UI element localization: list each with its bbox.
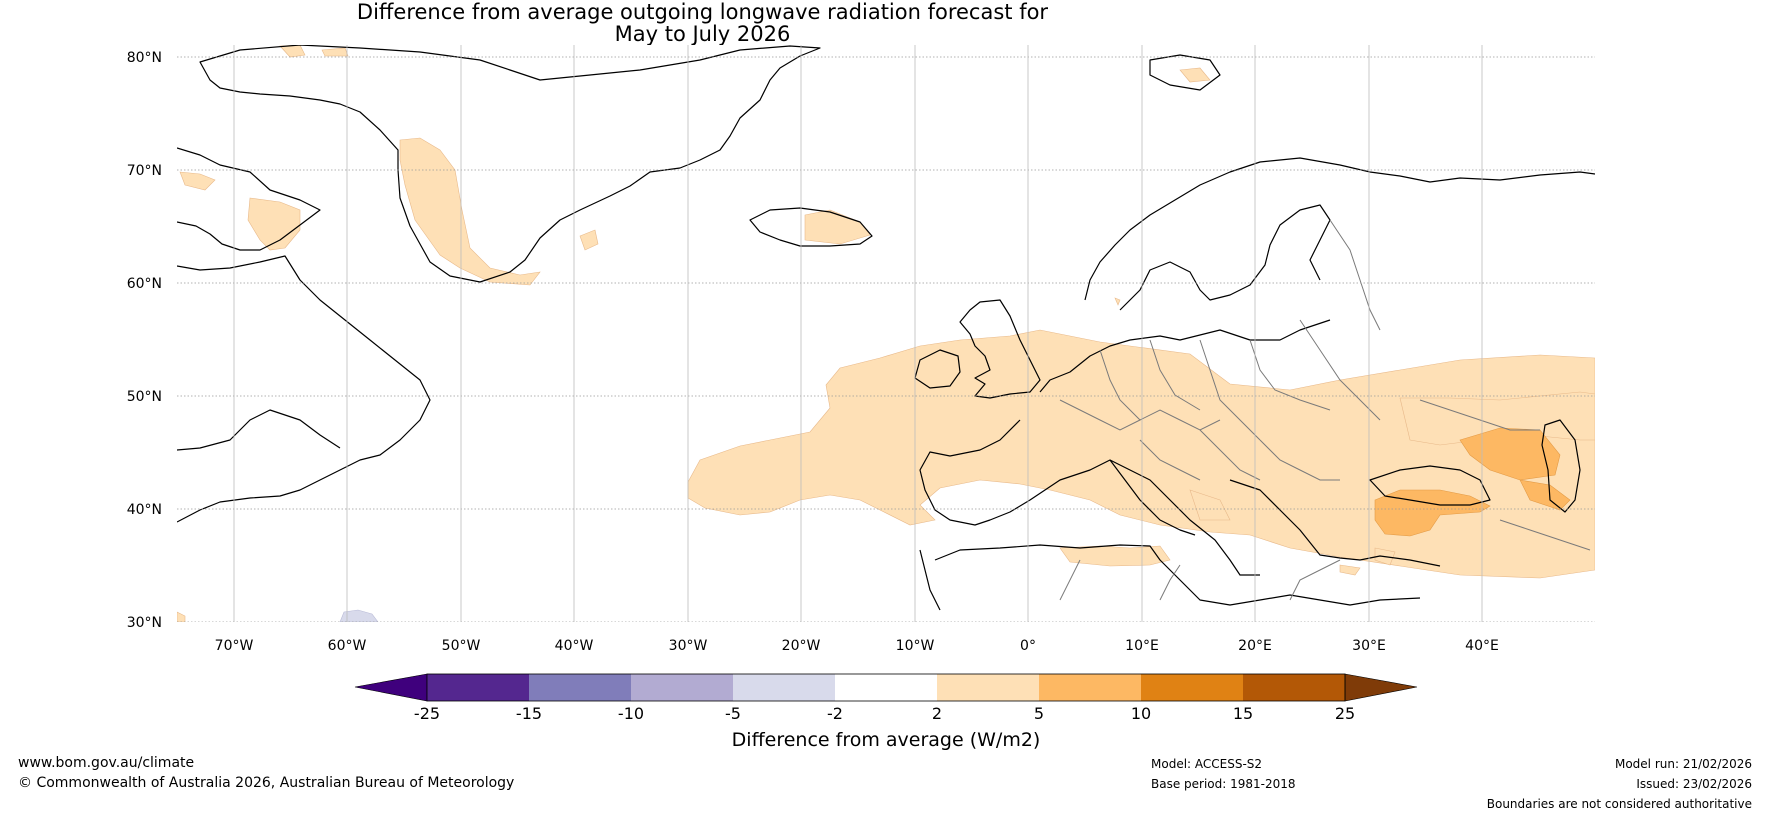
colorbar-swatch — [1039, 674, 1141, 701]
colorbar-labels: -25 -15 -10 -5 -2 2 5 10 15 25 — [414, 704, 1355, 723]
colorbar-swatch — [937, 674, 1039, 701]
lat-label-30n: 30°N — [127, 615, 162, 631]
colorbar-swatch — [427, 674, 529, 701]
lat-label-60n: 60°N — [127, 276, 162, 292]
colorbar-label: 2 — [932, 704, 942, 723]
country-borders — [1059, 219, 1591, 601]
lon-label-20w: 20°W — [782, 638, 821, 654]
colorbar-label: 10 — [1131, 704, 1151, 723]
lon-label-50w: 50°W — [442, 638, 481, 654]
lon-label-20e: 20°E — [1238, 638, 1272, 654]
website-link[interactable]: www.bom.gov.au/climate — [18, 755, 195, 771]
colorbar-swatch — [1243, 674, 1345, 701]
lon-label-40e: 40°E — [1465, 638, 1499, 654]
colorbar-label: -15 — [516, 704, 542, 723]
lon-label-10w: 10°W — [896, 638, 935, 654]
colorbar-label: -2 — [827, 704, 843, 723]
model-run-text: Model run: 21/02/2026 — [1614, 757, 1752, 771]
lat-label-40n: 40°N — [127, 502, 162, 518]
lon-label-30w: 30°W — [669, 638, 708, 654]
colorbar-swatch — [631, 674, 733, 701]
colorbar-swatch — [529, 674, 631, 701]
map-title-line-2: May to July 2026 — [614, 22, 791, 46]
map-panel — [177, 45, 1595, 622]
colorbar-label: 5 — [1034, 704, 1044, 723]
lon-label-10e: 10°E — [1125, 638, 1159, 654]
colorbar-outline — [426, 673, 1346, 702]
colorbar-extend-low — [354, 673, 428, 702]
anomaly-minus-5-to-minus-2 — [339, 609, 379, 622]
lat-label-80n: 80°N — [127, 50, 162, 66]
colorbar-label: -25 — [414, 704, 440, 723]
colorbar-extend-high — [1344, 673, 1418, 702]
base-period-text: Base period: 1981-2018 — [1151, 777, 1296, 791]
coastlines — [177, 45, 1595, 611]
copyright-text: © Commonwealth of Australia 2026, Austra… — [18, 775, 515, 791]
lon-label-30e: 30°E — [1352, 638, 1386, 654]
lon-label-70w: 70°W — [215, 638, 254, 654]
anomaly-5-to-10 — [1374, 427, 1571, 537]
lon-label-60w: 60°W — [328, 638, 367, 654]
issued-text: Issued: 23/02/2026 — [1636, 777, 1752, 791]
colorbar-label: -10 — [618, 704, 644, 723]
colorbar-title: Difference from average (W/m2) — [732, 729, 1041, 751]
lat-label-70n: 70°N — [127, 163, 162, 179]
lon-label-0: 0° — [1020, 638, 1036, 654]
lat-label-50n: 50°N — [127, 389, 162, 405]
gridlines — [177, 45, 1595, 622]
colorbar — [354, 673, 1418, 702]
colorbar-label: 15 — [1233, 704, 1253, 723]
colorbar-swatch — [835, 674, 937, 701]
lon-label-40w: 40°W — [555, 638, 594, 654]
map-title-line-1: Difference from average outgoing longwav… — [356, 0, 1049, 24]
colorbar-swatch — [733, 674, 835, 701]
colorbar-label: -5 — [725, 704, 741, 723]
longitude-labels: 70°W 60°W 50°W 40°W 30°W 20°W 10°W 0° 10… — [215, 638, 1499, 654]
colorbar-swatch — [1141, 674, 1243, 701]
colorbar-label: 25 — [1335, 704, 1355, 723]
latitude-labels: 80°N 70°N 60°N 50°N 40°N 30°N — [127, 50, 162, 631]
boundaries-disclaimer: Boundaries are not considered authoritat… — [1486, 797, 1752, 811]
model-text: Model: ACCESS-S2 — [1151, 757, 1263, 771]
